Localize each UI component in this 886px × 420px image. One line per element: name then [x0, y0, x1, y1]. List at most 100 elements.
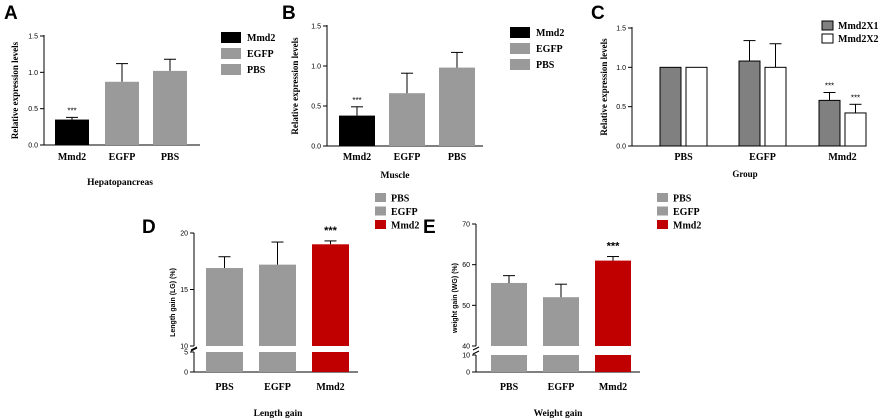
legend-swatch [821, 20, 834, 31]
panel-letter-d: D [142, 217, 156, 238]
x-tick-label: Mmd2 [828, 152, 856, 163]
axis-break-mark [190, 346, 198, 351]
legend-label: PBS [391, 194, 410, 205]
bar-egfp-upper [543, 297, 579, 346]
y-tick-label: 0.5 [28, 106, 38, 113]
x-tick-label: PBS [161, 152, 180, 163]
bar-egfp-mmd2x2 [764, 66, 787, 147]
y-tick-label: 1.5 [311, 24, 321, 31]
legend-swatch [375, 193, 386, 202]
significance-marker: *** [352, 96, 361, 105]
bar-mmd2-lower [595, 355, 631, 372]
y-tick-label: 20 [180, 231, 188, 238]
legend-swatch [657, 220, 668, 229]
legend-label: EGFP [391, 207, 418, 218]
significance-marker: *** [67, 106, 76, 115]
bar-pbs-lower [491, 355, 527, 372]
legend-swatch [221, 64, 241, 75]
chart-title: Weight gain [534, 409, 584, 419]
legend-label: Mmd2 [391, 221, 419, 232]
y-tick-label: 5 [184, 350, 188, 357]
bar-pbs [439, 67, 475, 146]
y-axis-label: Relative expression levels [10, 41, 20, 139]
y-tick-label: 0.5 [616, 104, 626, 111]
significance-marker: *** [607, 241, 621, 253]
panel-c: C 0.0 0.5 1.0 1.5 Relative expression levels P… [591, 3, 879, 179]
legend-label: PBS [673, 194, 692, 205]
x-tick-label: PBS [448, 152, 467, 163]
legend-swatch [375, 220, 386, 229]
panel-letter-c: C [591, 3, 605, 24]
bar-pbs-lower [206, 352, 243, 372]
legend-label: Mmd2X2 [838, 34, 879, 45]
bar-egfp-upper [259, 264, 296, 346]
x-tick-label: Mmd2 [599, 382, 627, 393]
bar-pbs-upper [206, 268, 243, 346]
bar-pbs-mmd2x1 [659, 66, 682, 147]
legend-swatch [510, 59, 530, 70]
significance-marker: *** [851, 93, 860, 102]
x-tick-label: Mmd2 [58, 152, 86, 163]
legend-label: EGFP [247, 49, 274, 60]
y-tick-label: 0.5 [311, 104, 321, 111]
legend-swatch [375, 206, 386, 216]
bar-mmd2-lower [312, 352, 349, 372]
y-tick-label: 0 [184, 370, 188, 377]
y-tick-label: 1.5 [616, 26, 626, 33]
panel-letter-a: A [4, 3, 18, 24]
bar-egfp [105, 81, 139, 145]
bar-mmd2-upper [312, 244, 349, 346]
y-tick-label: 50 [462, 303, 470, 310]
y-tick-label: 0.0 [616, 144, 626, 151]
x-tick-label: PBS [500, 382, 519, 393]
x-tick-label: Mmd2 [343, 152, 371, 163]
y-axis-label: Relative expression levels [599, 38, 609, 136]
x-axis-label: Group [732, 169, 757, 179]
y-tick-label: 1.0 [311, 64, 321, 71]
bar-mmd2-upper [595, 260, 631, 346]
x-tick-label: EGFP [394, 152, 421, 163]
axis-break-mark [190, 347, 198, 352]
chart-title: Hepatopancreas [87, 178, 153, 188]
y-tick-label: 40 [462, 344, 470, 351]
legend-label: Mmd2X1 [838, 21, 879, 32]
chart-title: Muscle [380, 171, 409, 181]
x-tick-label: Mmd2 [316, 382, 344, 393]
y-tick-label: 0 [466, 370, 470, 377]
significance-marker: *** [324, 225, 338, 237]
x-tick-label: EGFP [264, 382, 291, 393]
legend-label: EGFP [536, 44, 563, 55]
legend-swatch [221, 48, 241, 59]
x-tick-label: EGFP [548, 382, 575, 393]
y-tick-label: 10 [180, 344, 188, 351]
y-tick-label: 0.0 [311, 144, 321, 151]
panel-d: D 0 510 15 20 Length gain (LG) (%) PBS EGFP *** M… [142, 193, 419, 419]
panel-e: E 0 10 40 50 60 70 weight gain (WG) (%) PBS EGFP *… [423, 193, 701, 419]
legend-swatch [510, 27, 530, 38]
axis-break-mark [472, 346, 480, 351]
bar-egfp [389, 93, 425, 146]
legend-label: Mmd2 [536, 28, 564, 39]
bar-egfp-lower [259, 352, 296, 372]
legend-swatch [821, 33, 834, 44]
y-tick-label: 1.5 [28, 34, 38, 41]
panel-letter-e: E [423, 217, 436, 238]
bar-mmd2 [339, 115, 375, 146]
bar-egfp-lower [543, 355, 579, 372]
x-tick-label: PBS [674, 152, 693, 163]
legend-swatch [657, 206, 668, 216]
y-tick-label: 15 [180, 287, 188, 294]
x-tick-label: EGFP [749, 152, 776, 163]
y-tick-label: 10 [462, 353, 470, 360]
legend-swatch [510, 43, 530, 54]
y-axis-label: weight gain (WG) (%) [452, 263, 459, 334]
axis-break-mark [472, 350, 480, 355]
legend-swatch [221, 32, 241, 43]
legend-label: PBS [536, 60, 555, 71]
bar-mmd2-mmd2x1 [818, 99, 841, 147]
significance-marker: *** [825, 82, 834, 91]
chart-title: Length gain [254, 409, 304, 419]
y-tick-label: 70 [462, 222, 470, 229]
bar-mmd2-mmd2x2 [844, 112, 867, 147]
